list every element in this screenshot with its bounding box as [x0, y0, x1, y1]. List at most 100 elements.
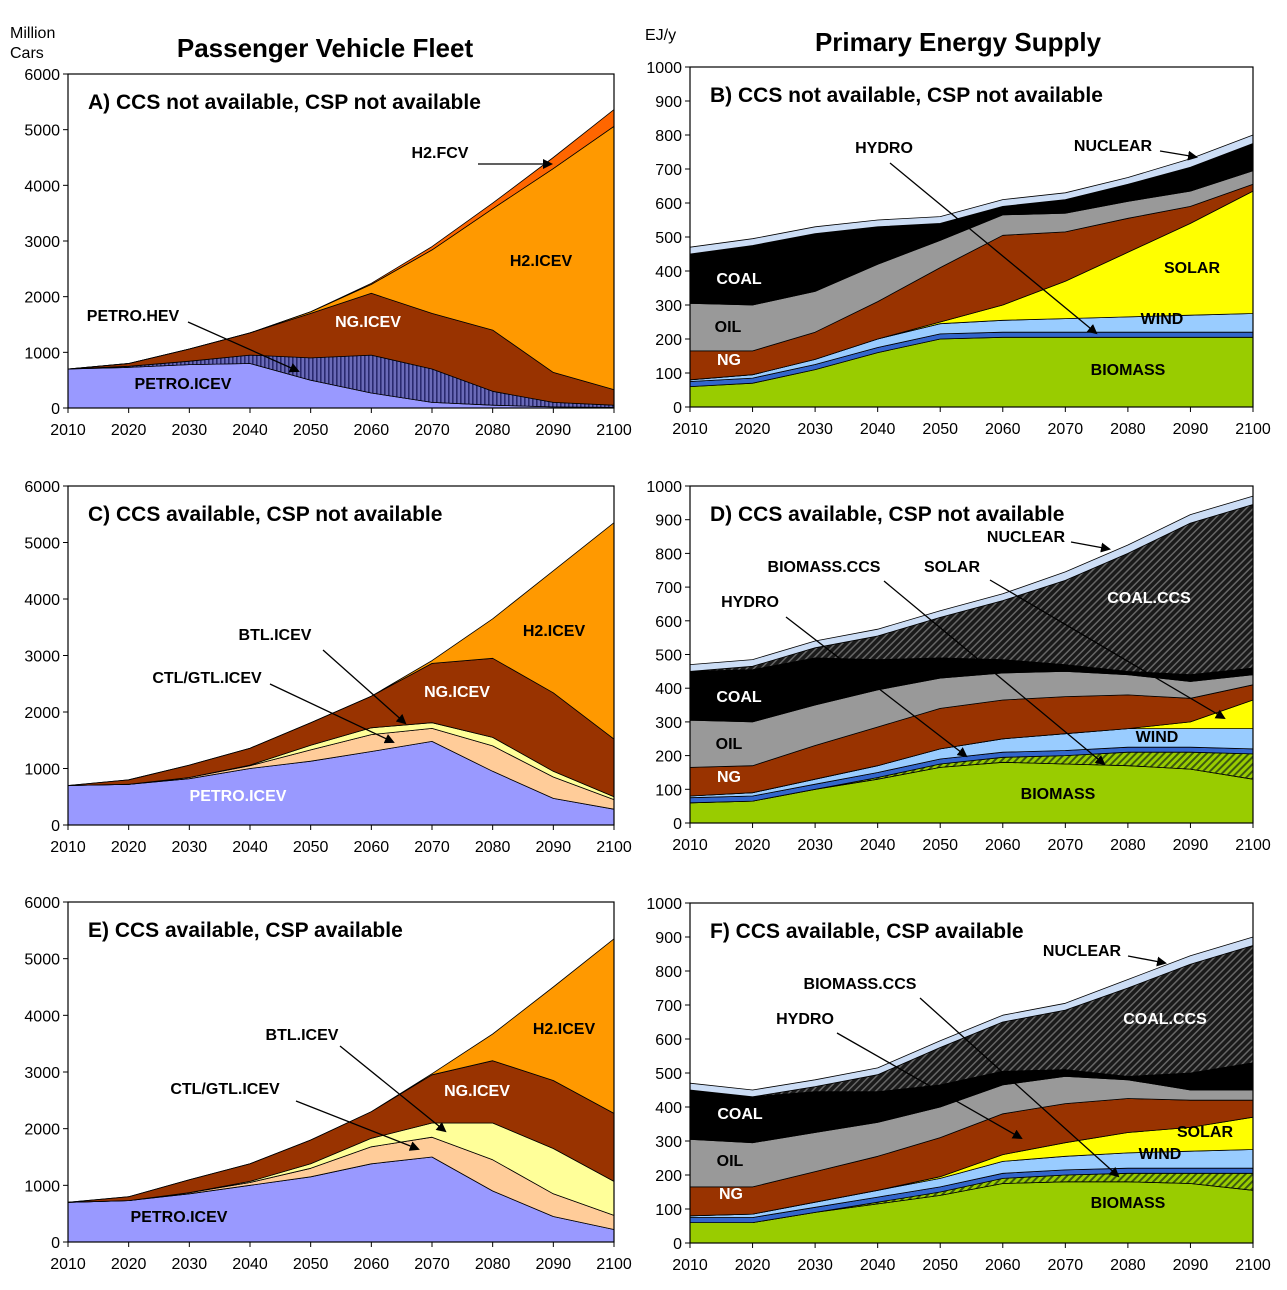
panel-b-xtick-label: 2070: [1048, 421, 1084, 438]
panel-f-ytick-label: 300: [655, 1134, 682, 1151]
panel-d-label-oil: OIL: [716, 736, 743, 753]
left-unit-line2: Cars: [10, 45, 44, 62]
panel-a-label-ng-icev: NG.ICEV: [335, 314, 401, 331]
panel-a-label-h2-fcv: H2.FCV: [412, 145, 469, 162]
panel-b-label-ng: NG: [717, 352, 741, 369]
panel-a-xtick-label: 2070: [414, 422, 450, 439]
panel-a-xtick-label: 2040: [232, 422, 268, 439]
panel-f-xtick-label: 2020: [735, 1257, 771, 1274]
panel-c-ytick-label: 1000: [24, 762, 60, 779]
panel-d-ytick-label: 200: [655, 749, 682, 766]
panel-e-ytick-label: 4000: [24, 1008, 60, 1025]
panel-f-ytick-label: 1000: [646, 896, 682, 913]
panel-c-xtick-label: 2080: [475, 839, 511, 856]
panel-f-label-hydro: HYDRO: [776, 1011, 834, 1028]
panel-a-ytick-label: 3000: [24, 234, 60, 251]
panel-f-title: F) CCS available, CSP available: [710, 920, 1024, 943]
panel-b-label-solar: SOLAR: [1164, 260, 1220, 277]
panel-d-xtick-label: 2040: [860, 837, 896, 854]
panel-f-label-biomass: BIOMASS: [1091, 1195, 1166, 1212]
panel-f-label-solar: SOLAR: [1177, 1124, 1233, 1141]
panel-d-label-biomass-ccs: BIOMASS.CCS: [768, 559, 881, 576]
panel-e-xtick-label: 2010: [50, 1256, 86, 1273]
panel-d-xtick-label: 2100: [1235, 837, 1271, 854]
panel-e-xtick-label: 2090: [536, 1256, 572, 1273]
panel-c-xtick-label: 2090: [536, 839, 572, 856]
panel-d-label-coal-ccs: COAL.CCS: [1107, 590, 1191, 607]
panel-f-xtick-label: 2100: [1235, 1257, 1271, 1274]
panel-c-ytick-label: 3000: [24, 649, 60, 666]
panel-c-xtick-label: 2100: [596, 839, 632, 856]
panel-d-ytick-label: 100: [655, 782, 682, 799]
panel-d-ytick-label: 700: [655, 580, 682, 597]
panel-e-arrow-btl-icev: [339, 1045, 447, 1133]
panel-c-xtick-label: 2050: [293, 839, 329, 856]
panel-d-chart: 0 100 200 300 400 500 600 700 800 900 1000 2010 2020…: [646, 479, 1270, 854]
panel-c-label-btl-icev: BTL.ICEV: [239, 627, 312, 644]
panel-d-label-wind: WIND: [1136, 729, 1179, 746]
panel-e-xtick-label: 2030: [172, 1256, 208, 1273]
panel-c-ytick-label: 0: [51, 818, 60, 835]
panel-f-ytick-label: 400: [655, 1100, 682, 1117]
panel-d-xtick-label: 2080: [1110, 837, 1146, 854]
panel-e-xtick-label: 2080: [475, 1256, 511, 1273]
panel-d-label-ng: NG: [717, 769, 741, 786]
panel-a-xtick-label: 2100: [596, 422, 632, 439]
panel-d-label-coal: COAL: [716, 689, 762, 706]
panel-f-xtick-label: 2050: [922, 1257, 958, 1274]
panel-e-xtick-label: 2040: [232, 1256, 268, 1273]
panel-d-label-hydro: HYDRO: [721, 594, 779, 611]
panel-f-label-oil: OIL: [717, 1153, 744, 1170]
panel-d-title: D) CCS available, CSP not available: [710, 503, 1064, 526]
panel-e-label-ng-icev: NG.ICEV: [444, 1083, 510, 1100]
panel-b-xtick-label: 2100: [1235, 421, 1271, 438]
panel-b-xtick-label: 2060: [985, 421, 1021, 438]
panel-c-label-ctl-gtl-icev: CTL/GTL.ICEV: [152, 670, 262, 687]
panel-a-xtick-label: 2020: [111, 422, 147, 439]
panel-b-label-biomass: BIOMASS: [1091, 362, 1166, 379]
panel-a-ytick-label: 0: [51, 401, 60, 418]
right-unit: EJ/y: [645, 27, 676, 44]
panel-a-xtick-label: 2050: [293, 422, 329, 439]
panel-e-ytick-label: 1000: [24, 1178, 60, 1195]
panel-d-arrow-nuclear: [1070, 541, 1111, 553]
panel-f-label-coal-ccs: COAL.CCS: [1123, 1011, 1207, 1028]
panel-f-ytick-label: 200: [655, 1168, 682, 1185]
panel-b-ytick-label: 200: [655, 332, 682, 349]
panel-f-ytick-label: 500: [655, 1066, 682, 1083]
panel-c-arrow-ctl-gtl-icev: [269, 683, 395, 744]
panel-e-ytick-label: 6000: [24, 895, 60, 912]
panel-f-label-ng: NG: [719, 1186, 743, 1203]
panel-d-ytick-label: 600: [655, 614, 682, 631]
panel-e-xtick-label: 2050: [293, 1256, 329, 1273]
panel-a-ytick-label: 5000: [24, 123, 60, 140]
panel-b-ytick-label: 700: [655, 162, 682, 179]
panel-e-xtick-label: 2020: [111, 1256, 147, 1273]
panel-f-xtick-label: 2010: [672, 1257, 708, 1274]
panel-b-ytick-label: 800: [655, 128, 682, 145]
panel-a-xtick-label: 2030: [172, 422, 208, 439]
panel-d-ytick-label: 800: [655, 546, 682, 563]
panel-e-xtick-label: 2100: [596, 1256, 632, 1273]
panel-a-label-petro-icev: PETRO.ICEV: [135, 376, 232, 393]
panel-e-ytick-label: 3000: [24, 1065, 60, 1082]
panel-d-ytick-label: 300: [655, 715, 682, 732]
panel-f-xtick-label: 2070: [1048, 1257, 1084, 1274]
panel-b-xtick-label: 2030: [797, 421, 833, 438]
panel-b-ytick-label: 500: [655, 230, 682, 247]
panel-c-xtick-label: 2030: [172, 839, 208, 856]
panel-f-label-biomass-ccs: BIOMASS.CCS: [804, 976, 917, 993]
panel-a-label-h2-icev: H2.ICEV: [510, 253, 573, 270]
panel-f-label-wind: WIND: [1139, 1146, 1182, 1163]
panel-b-ytick-label: 300: [655, 298, 682, 315]
panel-f-arrow-nuclear: [1127, 955, 1167, 967]
left-unit-line1: Million: [10, 25, 55, 42]
panel-f-arrow-biomass-ccs: [919, 997, 1120, 1178]
panel-f-ytick-label: 800: [655, 964, 682, 981]
panel-d-xtick-label: 2030: [797, 837, 833, 854]
panel-d-ytick-label: 500: [655, 648, 682, 665]
panel-c-label-ng-icev: NG.ICEV: [424, 684, 490, 701]
panel-c-xtick-label: 2010: [50, 839, 86, 856]
panel-c-ytick-label: 4000: [24, 592, 60, 609]
panel-e-label-btl-icev: BTL.ICEV: [266, 1027, 339, 1044]
